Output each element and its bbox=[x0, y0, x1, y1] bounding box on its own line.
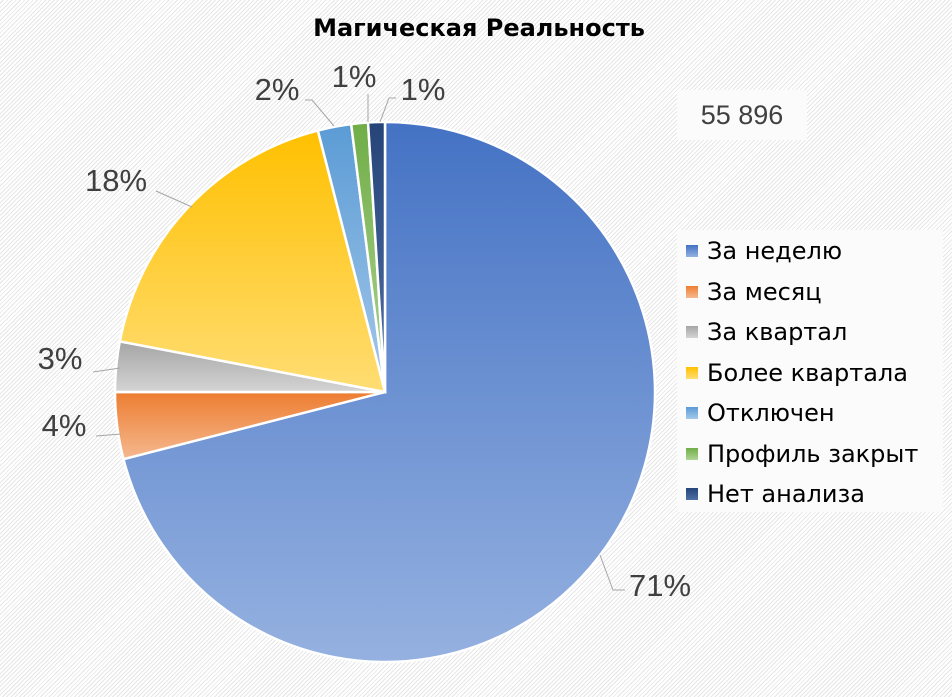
legend-label: Нет анализа bbox=[707, 480, 865, 508]
data-label: 4% bbox=[42, 408, 87, 443]
leader-lines bbox=[92, 94, 625, 591]
legend-swatch bbox=[686, 488, 698, 500]
legend-swatch bbox=[686, 407, 698, 419]
legend-item: Профиль закрыт bbox=[686, 434, 918, 474]
data-label: 3% bbox=[38, 341, 83, 376]
legend: За неделю За месяц За квартал Более квартал… bbox=[677, 230, 943, 512]
pie-slice-3 bbox=[118, 128, 387, 394]
legend-swatch bbox=[686, 285, 698, 298]
total-count-box: 55 896 bbox=[677, 90, 807, 140]
legend-item: За неделю bbox=[686, 231, 842, 271]
data-labels: 71% 4% 3% 18% 2% 1% 1% bbox=[38, 59, 691, 603]
legend-label: За месяц bbox=[707, 277, 822, 306]
legend-label: Более квартала bbox=[707, 358, 908, 387]
data-label: 1% bbox=[401, 72, 446, 107]
leader-line bbox=[95, 433, 122, 437]
legend-item: Более квартала bbox=[686, 353, 908, 393]
legend-label: За неделю bbox=[707, 237, 843, 265]
legend-swatch bbox=[686, 326, 698, 338]
legend-item: Отключен bbox=[686, 393, 835, 433]
legend-swatch bbox=[686, 447, 698, 460]
legend-label: За квартал bbox=[707, 318, 848, 346]
pie-slice-6 bbox=[366, 120, 387, 393]
leader-line bbox=[92, 367, 121, 373]
legend-label: Отключен bbox=[707, 399, 835, 427]
leader-line bbox=[305, 99, 335, 127]
chart-title: Магическая Реальность bbox=[313, 14, 645, 42]
leader-line bbox=[155, 190, 193, 208]
pie-slice-0 bbox=[121, 120, 657, 664]
leader-line bbox=[599, 554, 625, 591]
data-label: 1% bbox=[332, 59, 377, 94]
legend-item: За месяц bbox=[686, 272, 822, 312]
data-label: 2% bbox=[255, 72, 300, 107]
legend-label: Профиль закрыт bbox=[707, 439, 919, 468]
legend-swatch bbox=[686, 245, 698, 257]
pie-slices bbox=[113, 120, 657, 664]
legend-item: Нет анализа bbox=[686, 474, 865, 514]
data-label: 71% bbox=[629, 568, 691, 603]
legend-item: За квартал bbox=[686, 312, 847, 352]
legend-swatch bbox=[686, 366, 698, 379]
leader-line bbox=[379, 97, 396, 123]
data-label: 18% bbox=[85, 163, 147, 198]
